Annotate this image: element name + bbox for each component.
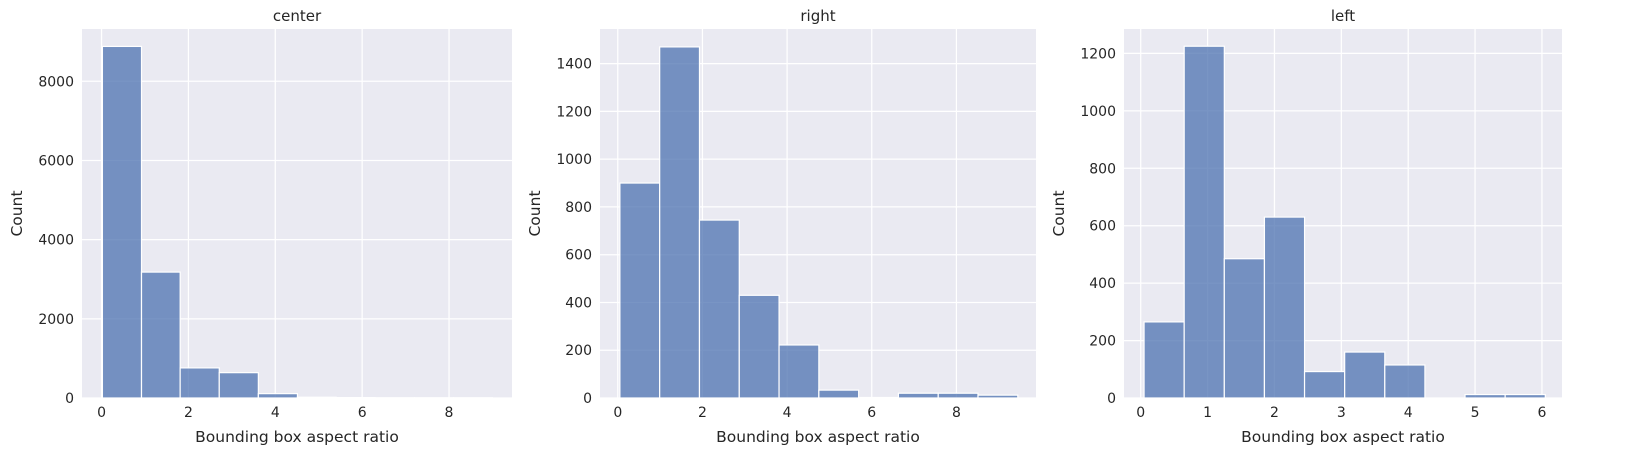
- histogram-bar: [818, 389, 860, 399]
- y-tick-label: 0: [65, 391, 74, 407]
- x-axis-label: Bounding box aspect ratio: [716, 428, 920, 446]
- y-tick-label: 2000: [38, 312, 74, 328]
- y-tick-label: 1200: [1080, 46, 1116, 62]
- histogram-bar: [179, 367, 220, 399]
- histogram-bar: [218, 372, 259, 399]
- x-tick-label: 0: [613, 405, 622, 421]
- histogram-bar: [937, 392, 979, 399]
- y-tick-label: 8000: [38, 74, 74, 90]
- y-tick-label: 0: [1107, 391, 1116, 407]
- histogram-bar: [659, 46, 701, 399]
- x-tick-label: 6: [358, 405, 367, 421]
- histogram-bar: [101, 45, 143, 399]
- x-axis-label: Bounding box aspect ratio: [195, 428, 399, 446]
- x-tick-label: 8: [445, 405, 454, 421]
- x-axis-label: Bounding box aspect ratio: [1241, 428, 1445, 446]
- x-tick-label: 4: [271, 405, 280, 421]
- histogram-bar: [1183, 45, 1225, 399]
- y-tick-label: 400: [1089, 276, 1116, 292]
- y-tick-label: 200: [565, 343, 592, 359]
- x-tick-label: 3: [1337, 405, 1346, 421]
- histogram-bar: [140, 271, 181, 399]
- histogram-bar: [257, 393, 299, 399]
- y-tick-label: 1000: [1080, 104, 1116, 120]
- y-tick-label: 1400: [556, 57, 592, 73]
- histogram-bar: [698, 219, 740, 399]
- histogram-bar: [738, 294, 780, 399]
- y-tick-label: 600: [1089, 219, 1116, 235]
- histogram-bar: [1263, 216, 1306, 399]
- x-tick-label: 2: [1270, 405, 1279, 421]
- y-tick-label: 800: [565, 200, 592, 216]
- x-tick-label: 8: [952, 405, 961, 421]
- panel-title: center: [273, 7, 322, 25]
- histogram-bar: [1464, 393, 1506, 399]
- panel-title: left: [1331, 7, 1355, 25]
- histogram-bar: [778, 344, 820, 399]
- x-tick-label: 6: [867, 405, 876, 421]
- histogram-bar: [1303, 370, 1346, 399]
- histogram-panel-center: 0 2 4 6 8 0 2000 4000 6000 8000 center Bounding box…: [8, 7, 512, 446]
- y-tick-label: 800: [1089, 161, 1116, 177]
- x-tick-label: 2: [698, 405, 707, 421]
- histogram-bar: [1384, 364, 1426, 399]
- histogram-bar: [977, 394, 1019, 399]
- y-tick-label: 400: [565, 295, 592, 311]
- histogram-bar: [296, 396, 337, 399]
- x-tick-label: 4: [783, 405, 792, 421]
- y-tick-label: 0: [583, 391, 592, 407]
- x-tick-label: 0: [97, 405, 106, 421]
- y-tick-label: 1000: [556, 152, 592, 168]
- x-tick-label: 4: [1404, 405, 1413, 421]
- y-tick-label: 1200: [556, 104, 592, 120]
- histogram-bar: [1143, 321, 1185, 399]
- y-axis-label: Count: [1050, 190, 1068, 236]
- y-axis-label: Count: [526, 190, 544, 236]
- y-tick-label: 200: [1089, 334, 1116, 350]
- histogram-bar: [1344, 351, 1386, 399]
- y-axis-label: Count: [8, 190, 26, 236]
- y-tick-label: 6000: [38, 153, 74, 169]
- y-tick-label: 600: [565, 248, 592, 264]
- histogram-bar: [619, 182, 661, 399]
- histogram-bar: [1504, 393, 1546, 399]
- histogram-panel-left: 0 1 2 3 4 5 6 0 200 400 600 800 1000 1200 left Bounding…: [1050, 7, 1562, 446]
- x-tick-label: 5: [1471, 405, 1480, 421]
- x-tick-label: 1: [1203, 405, 1212, 421]
- y-tick-label: 4000: [38, 233, 74, 249]
- histogram-bar: [897, 392, 939, 399]
- panel-title: right: [800, 7, 835, 25]
- histogram-panel-right: 0 2 4 6 8 0 200 400 600 800 1000 1200 1400 right Bound…: [526, 7, 1036, 446]
- x-tick-label: 0: [1136, 405, 1145, 421]
- x-tick-label: 6: [1537, 405, 1546, 421]
- histogram-bar: [1223, 258, 1266, 399]
- x-tick-label: 2: [184, 405, 193, 421]
